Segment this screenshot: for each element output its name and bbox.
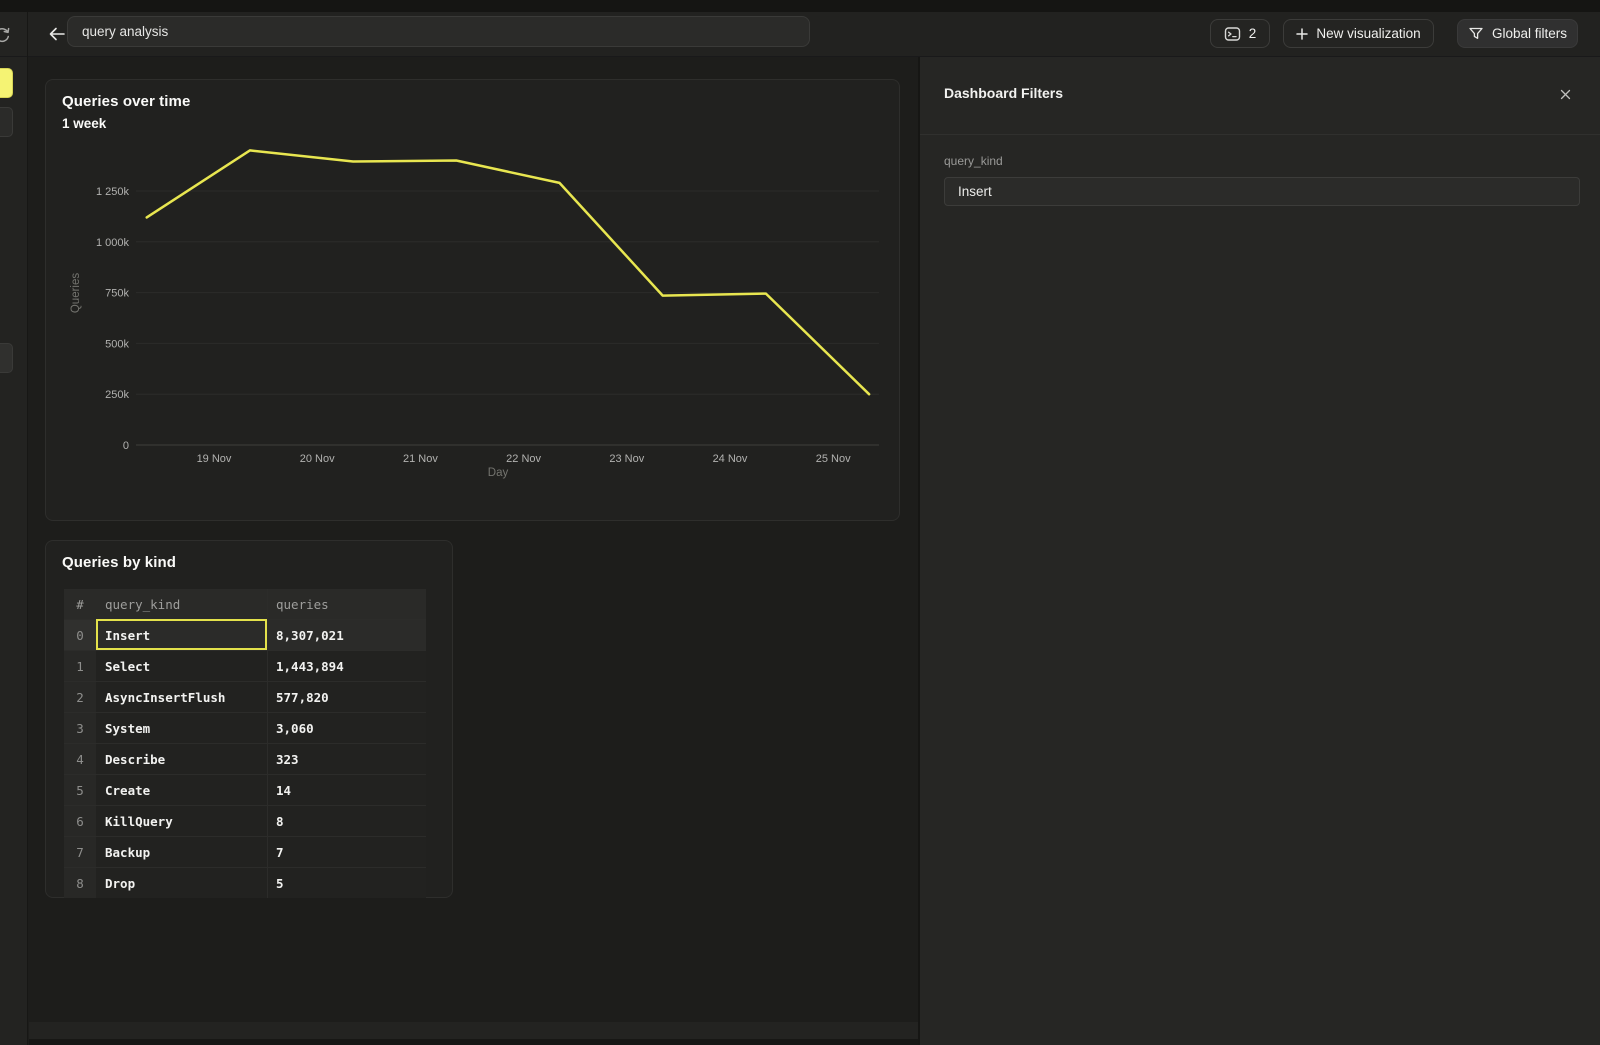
row-index-cell[interactable]: 4 xyxy=(64,743,96,774)
plus-icon xyxy=(1296,28,1308,40)
row-index-cell[interactable]: 7 xyxy=(64,836,96,867)
svg-text:25 Nov: 25 Nov xyxy=(816,453,851,465)
row-index-cell[interactable]: 6 xyxy=(64,805,96,836)
table-row: 3System3,060 xyxy=(64,712,426,743)
column-header-queries[interactable]: queries xyxy=(267,589,426,619)
svg-text:24 Nov: 24 Nov xyxy=(713,453,748,465)
query-kind-cell[interactable]: Describe xyxy=(96,743,267,774)
new-visualization-button[interactable]: New visualization xyxy=(1283,19,1434,48)
filters-panel-title: Dashboard Filters xyxy=(944,85,1063,101)
toolbar: 2 New visualization Global filters xyxy=(28,12,1600,57)
query-kind-cell[interactable]: KillQuery xyxy=(96,805,267,836)
svg-text:19 Nov: 19 Nov xyxy=(197,453,232,465)
queries-value-cell[interactable]: 3,060 xyxy=(267,712,426,743)
query-kind-filter-input[interactable] xyxy=(944,177,1580,206)
row-index-cell[interactable]: 2 xyxy=(64,681,96,712)
svg-text:Queries: Queries xyxy=(70,273,82,314)
visualization-sidebar xyxy=(0,12,28,1045)
console-icon xyxy=(1224,26,1241,42)
table-row: 2AsyncInsertFlush577,820 xyxy=(64,681,426,712)
column-header-index[interactable]: # xyxy=(64,589,96,619)
svg-text:1 000k: 1 000k xyxy=(96,237,130,249)
panel-divider xyxy=(920,134,1600,135)
sidebar-item-visualization-active[interactable] xyxy=(0,68,13,98)
svg-text:250k: 250k xyxy=(105,389,129,401)
row-index-cell[interactable]: 5 xyxy=(64,774,96,805)
query-kind-cell[interactable]: Backup xyxy=(96,836,267,867)
queries-over-time-card: Queries over time 1 week 0250k500k750k1 … xyxy=(45,79,900,521)
window-top-strip xyxy=(0,0,1600,12)
filter-field-label: query_kind xyxy=(944,154,1003,168)
table-row: 0Insert8,307,021 xyxy=(64,619,426,650)
svg-text:23 Nov: 23 Nov xyxy=(609,453,644,465)
query-kind-cell[interactable]: Select xyxy=(96,650,267,681)
table-body: 0Insert8,307,0211Select1,443,8942AsyncIn… xyxy=(64,619,426,898)
query-kind-cell[interactable]: AsyncInsertFlush xyxy=(96,681,267,712)
refresh-icon[interactable] xyxy=(0,25,12,50)
queries-value-cell[interactable]: 5 xyxy=(267,867,426,898)
queries-value-cell[interactable]: 8 xyxy=(267,805,426,836)
global-filters-button[interactable]: Global filters xyxy=(1457,19,1578,48)
new-visualization-label: New visualization xyxy=(1316,26,1420,41)
svg-text:750k: 750k xyxy=(105,288,129,300)
svg-text:1 250k: 1 250k xyxy=(96,186,130,198)
table-row: 7Backup7 xyxy=(64,836,426,867)
sidebar-header xyxy=(0,12,28,57)
row-index-cell[interactable]: 0 xyxy=(64,619,96,650)
queries-value-cell[interactable]: 577,820 xyxy=(267,681,426,712)
svg-text:500k: 500k xyxy=(105,338,129,350)
svg-text:20 Nov: 20 Nov xyxy=(300,453,335,465)
filter-funnel-icon xyxy=(1468,26,1484,41)
svg-text:21 Nov: 21 Nov xyxy=(403,453,438,465)
queries-value-cell[interactable]: 8,307,021 xyxy=(267,619,426,650)
queries-by-kind-card: Queries by kind # query_kind queries 0In… xyxy=(45,540,453,898)
svg-text:Day: Day xyxy=(488,467,509,479)
svg-text:22 Nov: 22 Nov xyxy=(506,453,541,465)
dashboard-title-input[interactable] xyxy=(67,16,810,47)
queries-value-cell[interactable]: 7 xyxy=(267,836,426,867)
query-kind-cell[interactable]: Insert xyxy=(96,619,267,650)
queries-over-time-chart[interactable]: 0 250k 500k 750k 1 000k 1 250k 19 Nov 20 Nov 21 … xyxy=(46,80,901,522)
dashboard-filters-panel: Dashboard Filters query_kind xyxy=(918,57,1600,1045)
query-kind-cell[interactable]: System xyxy=(96,712,267,743)
queries-value-cell[interactable]: 323 xyxy=(267,743,426,774)
table-title: Queries by kind xyxy=(62,554,176,571)
table-row: 1Select1,443,894 xyxy=(64,650,426,681)
close-icon xyxy=(1560,89,1571,100)
queries-value-cell[interactable]: 1,443,894 xyxy=(267,650,426,681)
queries-by-kind-table: # query_kind queries 0Insert8,307,0211Se… xyxy=(64,589,426,898)
table-row: 4Describe323 xyxy=(64,743,426,774)
console-count-button[interactable]: 2 xyxy=(1210,19,1270,48)
close-panel-button[interactable] xyxy=(1554,83,1576,105)
table-row: 5Create14 xyxy=(64,774,426,805)
console-count: 2 xyxy=(1249,26,1257,41)
canvas-bottom-edge xyxy=(29,1039,918,1045)
arrow-left-icon xyxy=(47,26,67,42)
canvas-bottom-band xyxy=(29,1022,918,1039)
global-filters-label: Global filters xyxy=(1492,26,1567,41)
table-header-row: # query_kind queries xyxy=(64,589,426,619)
svg-text:0: 0 xyxy=(123,440,129,452)
row-index-cell[interactable]: 1 xyxy=(64,650,96,681)
query-kind-cell[interactable]: Create xyxy=(96,774,267,805)
queries-value-cell[interactable]: 14 xyxy=(267,774,426,805)
column-header-query-kind[interactable]: query_kind xyxy=(96,589,267,619)
row-index-cell[interactable]: 8 xyxy=(64,867,96,898)
sidebar-item-visualization[interactable] xyxy=(0,107,13,137)
row-index-cell[interactable]: 3 xyxy=(64,712,96,743)
table-row: 6KillQuery8 xyxy=(64,805,426,836)
table-row: 8Drop5 xyxy=(64,867,426,898)
query-kind-cell[interactable]: Drop xyxy=(96,867,267,898)
sidebar-item-visualization[interactable] xyxy=(0,343,13,373)
